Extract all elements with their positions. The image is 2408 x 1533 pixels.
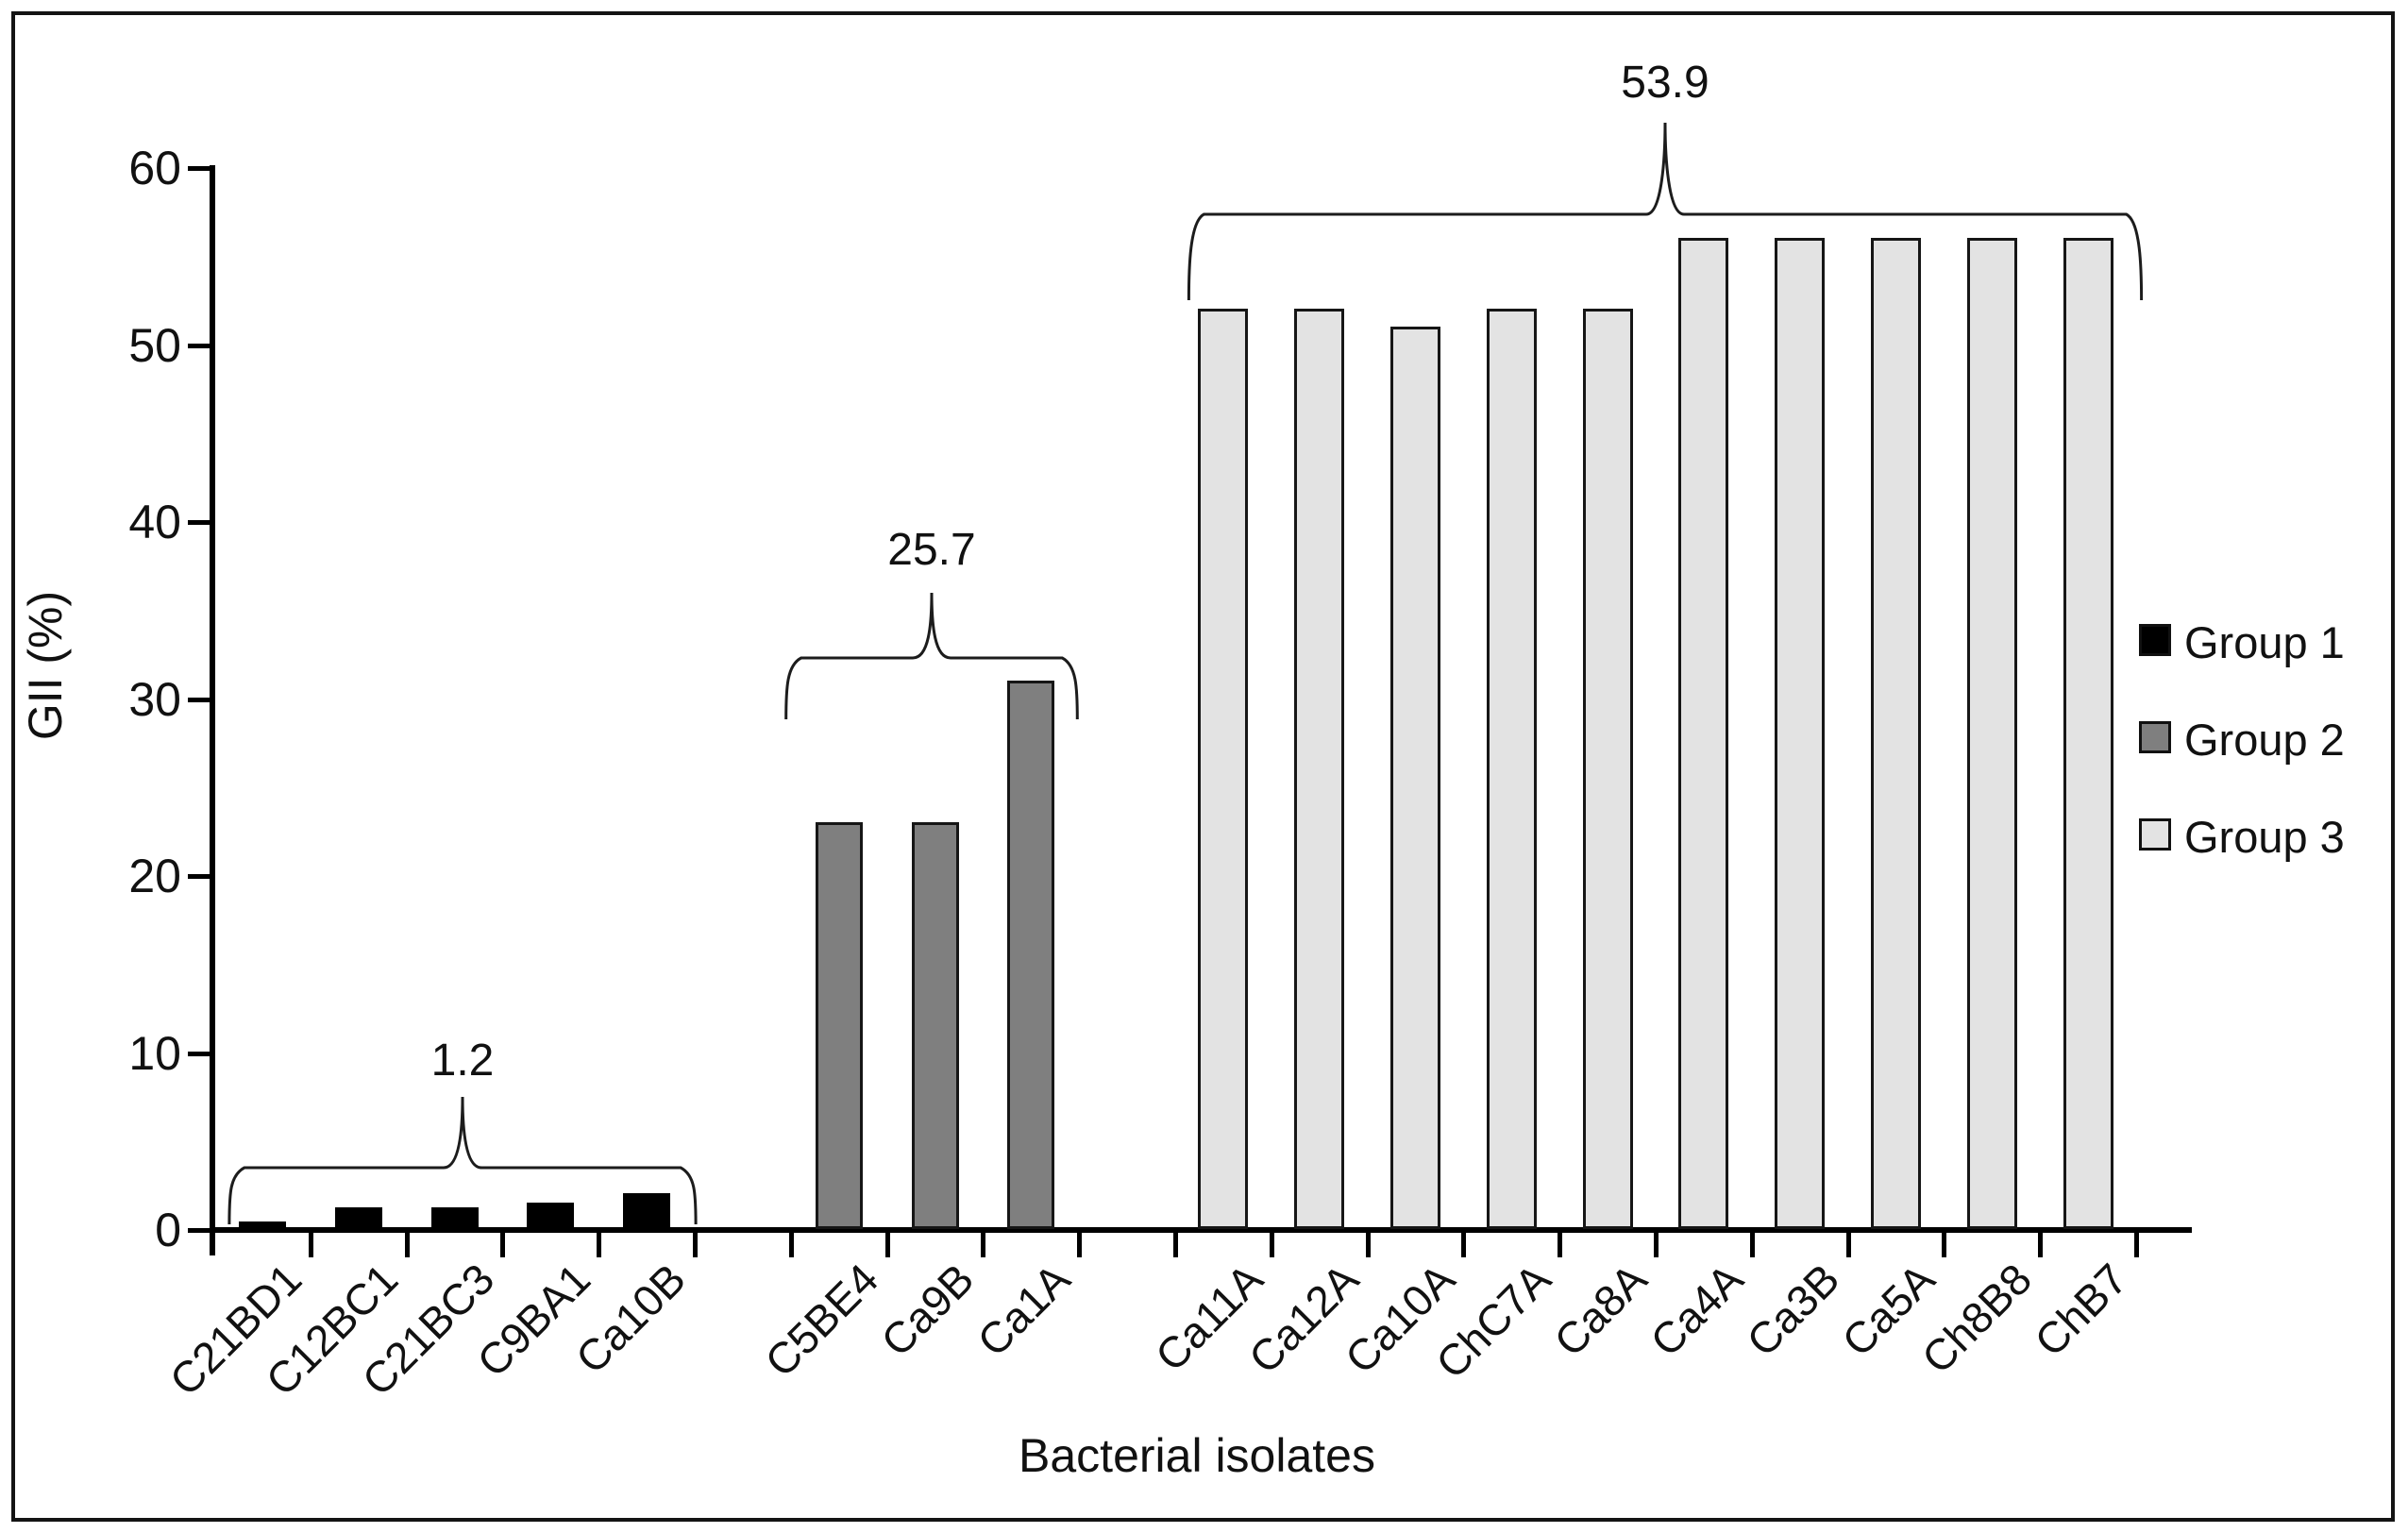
bar-Ca8A	[1582, 309, 1633, 1229]
x-axis-tick	[1558, 1233, 1563, 1257]
legend-item-3: Group 3	[2139, 814, 2345, 880]
x-axis-tick	[500, 1233, 506, 1257]
y-tick-label: 50	[128, 318, 181, 372]
x-axis-tick	[1269, 1233, 1274, 1257]
x-axis-tick	[1845, 1233, 1851, 1257]
y-axis-tick	[188, 520, 214, 525]
y-tick-label: 30	[128, 672, 181, 726]
legend-label: Group 2	[2184, 715, 2345, 765]
group-brace-3	[1187, 122, 2144, 301]
y-axis-tick	[188, 1228, 214, 1233]
group-brace-2	[784, 592, 1079, 720]
bar-Ca9B	[911, 822, 959, 1229]
figure-border	[11, 11, 2395, 1522]
y-axis-tick	[188, 697, 214, 702]
y-tick-label: 0	[155, 1204, 181, 1256]
bar-ChC7A	[1486, 309, 1537, 1229]
bar-C21BD1	[238, 1221, 286, 1229]
y-axis-tick	[188, 1051, 214, 1056]
x-axis-tick	[1942, 1233, 1947, 1257]
x-axis-title: Bacterial isolates	[1019, 1429, 1375, 1482]
x-axis-line	[210, 1227, 2192, 1233]
y-axis-tick	[188, 874, 214, 879]
bar-C21BC3	[430, 1207, 479, 1229]
x-axis-tick	[981, 1233, 986, 1257]
bar-Ca5A	[1871, 238, 1921, 1229]
legend-label: Group 1	[2184, 617, 2345, 667]
group-mean-label-1: 1.2	[430, 1036, 495, 1086]
bar-Ch8B8	[1966, 238, 2017, 1229]
legend-swatch-icon	[2139, 721, 2171, 753]
y-tick-label: 20	[128, 850, 181, 902]
x-axis-tick	[2038, 1233, 2044, 1257]
bar-C9BA1	[527, 1203, 575, 1229]
x-axis-tick	[597, 1233, 602, 1257]
y-tick-label: 10	[128, 1026, 181, 1080]
y-tick-label: 40	[128, 496, 181, 548]
group-mean-label-2: 25.7	[887, 525, 976, 575]
x-axis-tick	[693, 1233, 698, 1257]
legend: Group 1 Group 2 Group 3	[2139, 619, 2345, 911]
x-axis-tick	[2134, 1233, 2139, 1257]
x-axis-tick	[404, 1233, 410, 1257]
bar-Ca10B	[623, 1193, 671, 1229]
x-axis-tick	[1461, 1233, 1467, 1257]
y-axis-tick	[188, 166, 214, 171]
legend-item-2: Group 2	[2139, 716, 2345, 783]
group-mean-label-3: 53.9	[1621, 58, 1709, 108]
legend-swatch-icon	[2139, 624, 2171, 656]
x-axis-tick	[308, 1233, 313, 1257]
y-axis-title: GII (%)	[19, 590, 72, 741]
x-axis-tick	[884, 1233, 890, 1257]
y-axis-line	[210, 165, 215, 1255]
bar-Ca10A	[1390, 327, 1440, 1229]
bar-ChB7	[2063, 238, 2113, 1229]
x-axis-tick	[1654, 1233, 1659, 1257]
legend-swatch-icon	[2139, 818, 2171, 851]
bar-Ca11A	[1198, 309, 1249, 1229]
bar-Ca4A	[1678, 238, 1729, 1229]
y-axis-tick	[188, 343, 214, 348]
x-axis-tick	[1077, 1233, 1083, 1257]
bar-Ca3B	[1775, 238, 1826, 1229]
x-axis-tick	[788, 1233, 794, 1257]
legend-item-1: Group 1	[2139, 619, 2345, 685]
x-axis-tick	[1173, 1233, 1178, 1257]
x-axis-tick	[1749, 1233, 1755, 1257]
legend-label: Group 3	[2184, 812, 2345, 862]
bar-C5BE4	[815, 822, 863, 1229]
bar-Ca12A	[1294, 309, 1345, 1229]
x-axis-tick	[1365, 1233, 1371, 1257]
y-tick-label: 60	[128, 142, 181, 194]
bar-Ca1A	[1007, 681, 1055, 1229]
group-brace-1	[227, 1096, 698, 1225]
bar-C12BC1	[334, 1207, 382, 1229]
